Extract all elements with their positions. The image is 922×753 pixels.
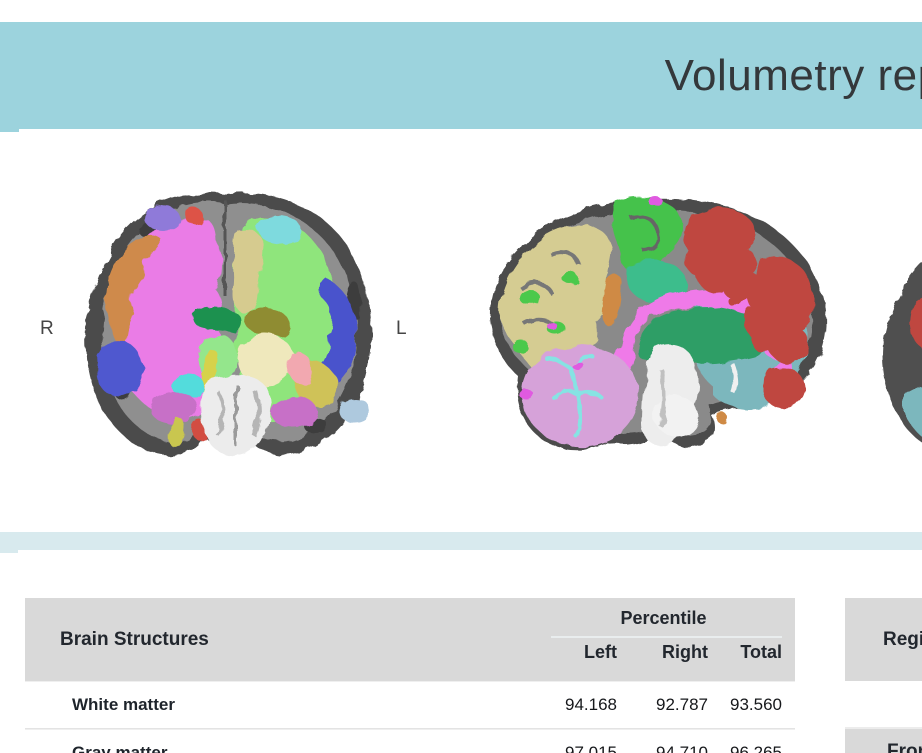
brain-structures-table-header: Brain Structures Percentile Left Right T… <box>25 598 795 681</box>
column-header-right: Right <box>662 642 708 662</box>
value-left: 97.015 <box>565 743 617 753</box>
table-row: White matter 94.168 92.787 93.560 <box>25 681 795 729</box>
table-row: Gray matter 97.015 94.710 96.265 <box>25 729 795 753</box>
sagittal-segmentation-slice <box>489 197 827 449</box>
region-group-label: Frontal lobe <box>887 741 922 753</box>
percentile-underline <box>551 636 782 638</box>
brain-structures-table: Brain Structures Percentile Left Right T… <box>25 598 795 753</box>
regions-table: Regions Frontal lobe <box>845 598 922 753</box>
orientation-label-left: L <box>396 318 407 339</box>
page-title: Volumetry report <box>664 50 922 100</box>
row-values: 97.015 94.710 96.265 <box>545 743 795 753</box>
region-group-row: Frontal lobe <box>845 727 922 753</box>
value-left: 94.168 <box>565 695 617 714</box>
coronal-segmentation-slice <box>86 192 372 456</box>
column-header-total: Total <box>740 642 782 662</box>
row-label: White matter <box>72 695 175 714</box>
value-total: 93.560 <box>730 695 782 714</box>
orientation-label-right: R <box>40 318 54 339</box>
percentile-group-header: Percentile <box>620 608 707 628</box>
row-values: 94.168 92.787 93.560 <box>545 695 795 715</box>
value-right: 92.787 <box>656 695 708 714</box>
section-divider <box>0 532 922 550</box>
regions-title: Regions <box>883 628 922 650</box>
value-total: 96.265 <box>730 743 782 753</box>
column-header-left: Left <box>584 642 617 662</box>
brain-structures-title: Brain Structures <box>60 628 209 650</box>
report-header: Volumetry report <box>0 22 922 129</box>
regions-table-header: Regions <box>845 598 922 681</box>
section-divider-notch <box>0 550 18 553</box>
sagittal-partial-slice <box>883 262 922 443</box>
header-left-notch <box>0 129 19 132</box>
row-label: Gray matter <box>72 743 168 753</box>
percentile-column-group: Percentile Left Right Total <box>545 598 795 681</box>
value-right: 94.710 <box>656 743 708 753</box>
column-header-row: Left Right Total <box>545 642 782 663</box>
regions-table-gap <box>845 681 922 727</box>
